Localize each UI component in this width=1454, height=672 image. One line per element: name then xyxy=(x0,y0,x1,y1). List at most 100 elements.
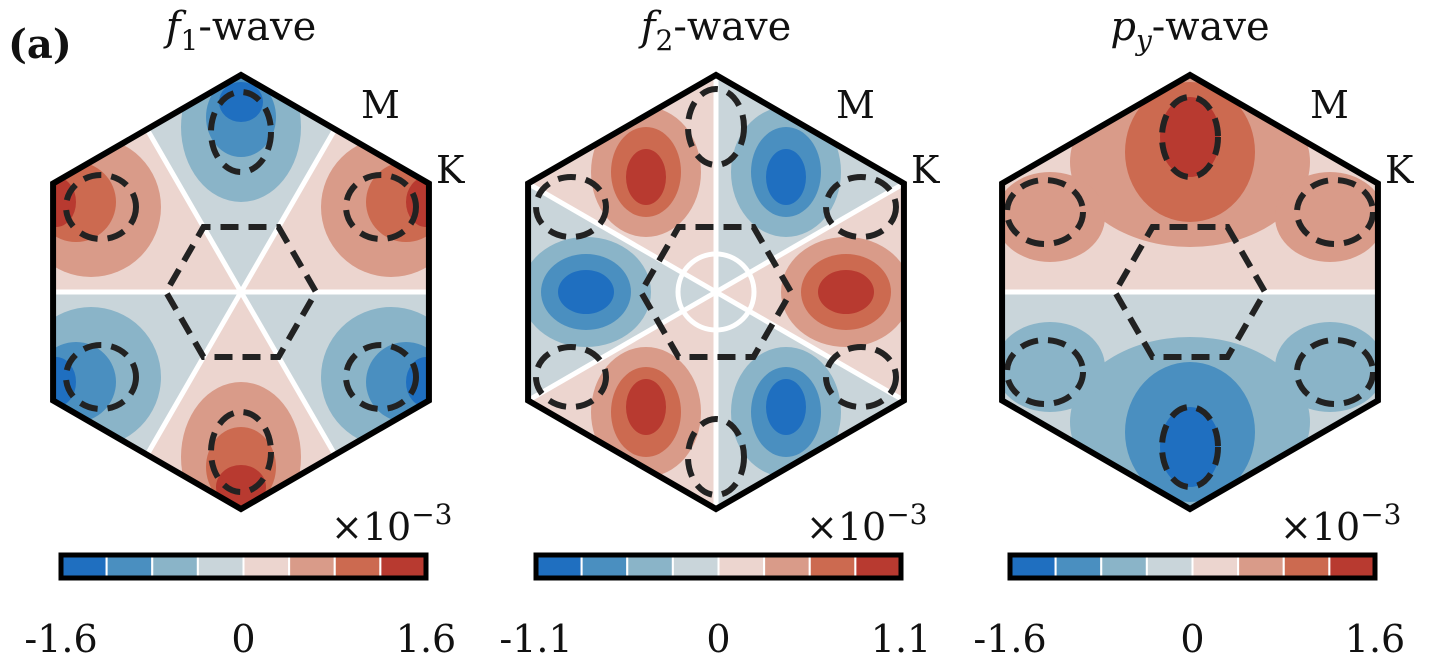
fermi-pocket xyxy=(685,416,747,498)
colorbar-segment xyxy=(671,554,720,579)
colorbar-segment xyxy=(808,554,857,579)
colorbar-segment xyxy=(854,554,902,579)
fermi-pocket xyxy=(208,89,274,175)
colorbar-multiplier: ×10−3 xyxy=(1280,498,1401,549)
colorbar-segment xyxy=(379,554,427,579)
point-label: M xyxy=(361,83,400,127)
title-suffix: -wave xyxy=(1152,4,1270,50)
fermi-pocket xyxy=(1159,404,1221,490)
colorbar-segment xyxy=(1328,554,1376,579)
fermi-pocket xyxy=(823,344,899,410)
contour-region xyxy=(216,465,266,509)
colorbar-multiplier: ×10−3 xyxy=(331,498,452,549)
colorbar-segment xyxy=(242,554,291,579)
panel: f1-wave MK ×10−3 -1.6 0 1.6 xyxy=(24,4,465,661)
brillouin-zone xyxy=(999,71,1381,513)
contour-region xyxy=(626,149,666,205)
fermi-surface xyxy=(637,224,795,360)
contour-region xyxy=(818,270,874,314)
colorbar-tick-label: 0 xyxy=(1180,617,1204,661)
colorbar-tick-label: -1.1 xyxy=(499,617,572,661)
colorbar-segment xyxy=(1009,554,1057,579)
title-subscript: 1 xyxy=(181,24,199,57)
colorbar-tick-label: 1.6 xyxy=(396,617,456,661)
multiplier-exponent: −3 xyxy=(886,498,927,531)
colorbar-segment xyxy=(1100,554,1148,579)
multiplier-base: ×10 xyxy=(1280,505,1360,549)
node-line xyxy=(528,139,718,295)
multiplier-exponent: −3 xyxy=(1360,498,1401,531)
fermi-pocket xyxy=(1159,94,1221,180)
panel-label: (a) xyxy=(8,21,72,68)
panel-title: py-wave xyxy=(1110,4,1269,57)
title-subscript: 2 xyxy=(656,24,674,57)
colorbar-tick-label: 1.6 xyxy=(1345,617,1405,661)
contour-region xyxy=(626,379,666,435)
fermi-pocket xyxy=(1294,177,1376,247)
fermi-surface xyxy=(162,224,320,360)
panel: py-wave MK ×10−3 -1.6 0 1.6 xyxy=(973,4,1414,661)
colorbar-tick-label: 0 xyxy=(706,617,730,661)
fermi-pocket xyxy=(685,86,747,168)
contour-region xyxy=(1160,97,1220,177)
contour-region xyxy=(1160,407,1220,487)
colorbar-segment xyxy=(151,554,199,579)
fermi-surface xyxy=(1111,224,1269,360)
contour-region xyxy=(558,270,614,314)
colorbar-segment xyxy=(1145,554,1194,579)
colorbar-frame xyxy=(1007,552,1378,581)
contour-plot xyxy=(1002,75,1378,509)
fermi-pocket xyxy=(533,344,609,410)
fermi-pocket xyxy=(1294,337,1376,407)
point-label: M xyxy=(1310,83,1349,127)
contour-region xyxy=(766,379,806,435)
node-line xyxy=(714,289,904,445)
fermi-pocket xyxy=(823,174,899,240)
colorbar-frame xyxy=(58,552,429,581)
colorbar-tick-label: 0 xyxy=(231,617,255,661)
multiplier-base: ×10 xyxy=(331,505,411,549)
colorbar-multiplier: ×10−3 xyxy=(806,498,927,549)
point-label: K xyxy=(911,148,940,192)
colorbar-segment xyxy=(1191,554,1240,579)
fermi-pocket xyxy=(63,172,139,242)
colorbar-segment xyxy=(535,554,583,579)
fermi-pocket xyxy=(63,342,139,412)
fermi-pocket xyxy=(343,172,419,242)
colorbar-segment xyxy=(763,554,811,579)
panel: f2-wave MK ×10−3 -1.1 0 1.1 xyxy=(499,4,940,661)
colorbar-segment xyxy=(1054,554,1103,579)
title-subscript: y xyxy=(1134,24,1153,57)
colorbar-tick-label: -1.6 xyxy=(24,617,97,661)
fermi-pocket xyxy=(343,342,419,412)
contour-region xyxy=(766,149,806,205)
brillouin-zone xyxy=(525,71,907,513)
contour-region xyxy=(1002,172,1105,262)
colorbar-segment xyxy=(1237,554,1285,579)
colorbar-segment xyxy=(105,554,154,579)
colorbar-segment xyxy=(60,554,108,579)
contour-region xyxy=(219,82,263,122)
node-line xyxy=(714,139,904,295)
point-label: K xyxy=(1385,148,1414,192)
fermi-pocket xyxy=(533,174,609,240)
colorbar-tick-label: 1.1 xyxy=(871,617,931,661)
fermi-pocket xyxy=(208,409,274,495)
panel-title: f2-wave xyxy=(638,4,792,57)
title-symbol: p xyxy=(1110,4,1136,50)
contour-region xyxy=(1002,322,1105,412)
colorbar-segment xyxy=(333,554,382,579)
colorbar-frame xyxy=(533,552,904,581)
colorbar-segment xyxy=(580,554,629,579)
title-suffix: -wave xyxy=(673,4,791,50)
title-suffix: -wave xyxy=(198,4,316,50)
colorbar-segment xyxy=(626,554,674,579)
panel-title: f1-wave xyxy=(163,4,317,57)
node-line xyxy=(675,251,757,333)
point-label: M xyxy=(836,83,875,127)
colorbar-segment xyxy=(288,554,336,579)
fermi-pocket xyxy=(1004,177,1086,247)
multiplier-exponent: −3 xyxy=(411,498,452,531)
brillouin-zone xyxy=(50,71,432,513)
